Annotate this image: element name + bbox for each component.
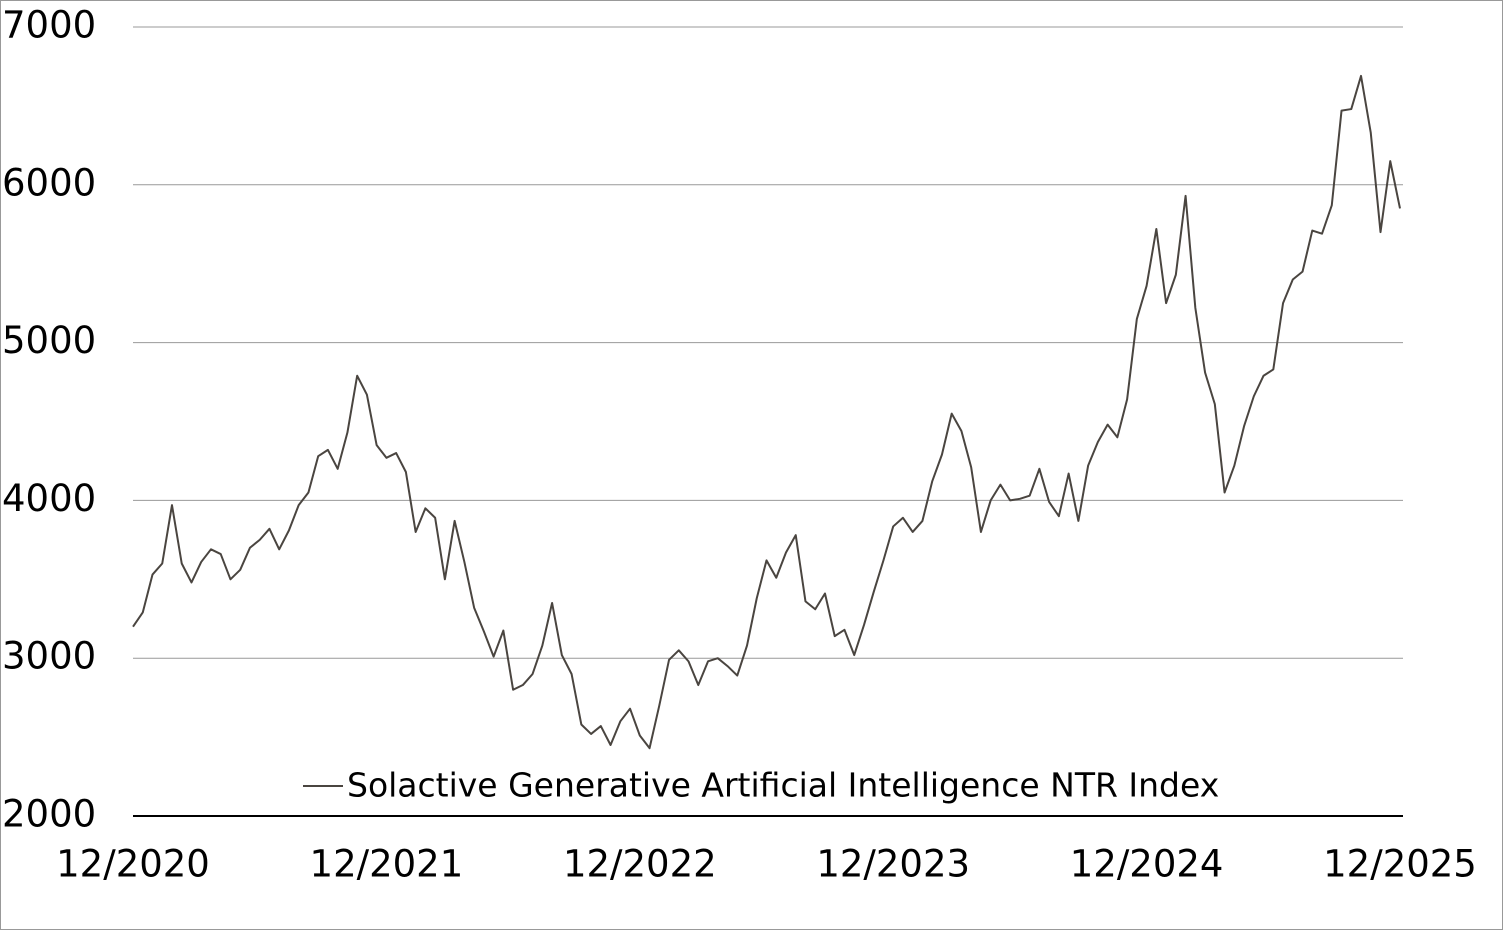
- y-tick-label: 4000: [2, 477, 96, 520]
- x-tick-label: 12/2020: [56, 843, 210, 886]
- x-tick-label: 12/2021: [310, 843, 464, 886]
- x-tick-label: 12/2022: [563, 843, 717, 886]
- y-tick-label: 3000: [2, 635, 96, 678]
- y-tick-label: 7000: [2, 4, 96, 47]
- y-tick-label: 2000: [2, 793, 96, 836]
- y-tick-label: 5000: [2, 319, 96, 362]
- x-tick-label: 12/2023: [816, 843, 970, 886]
- x-tick-label: 12/2025: [1323, 843, 1477, 886]
- legend-label: Solactive Generative Artificial Intellig…: [347, 766, 1219, 805]
- x-tick-label: 12/2024: [1070, 843, 1224, 886]
- y-tick-label: 6000: [2, 161, 96, 204]
- data-line: [132, 74, 1401, 750]
